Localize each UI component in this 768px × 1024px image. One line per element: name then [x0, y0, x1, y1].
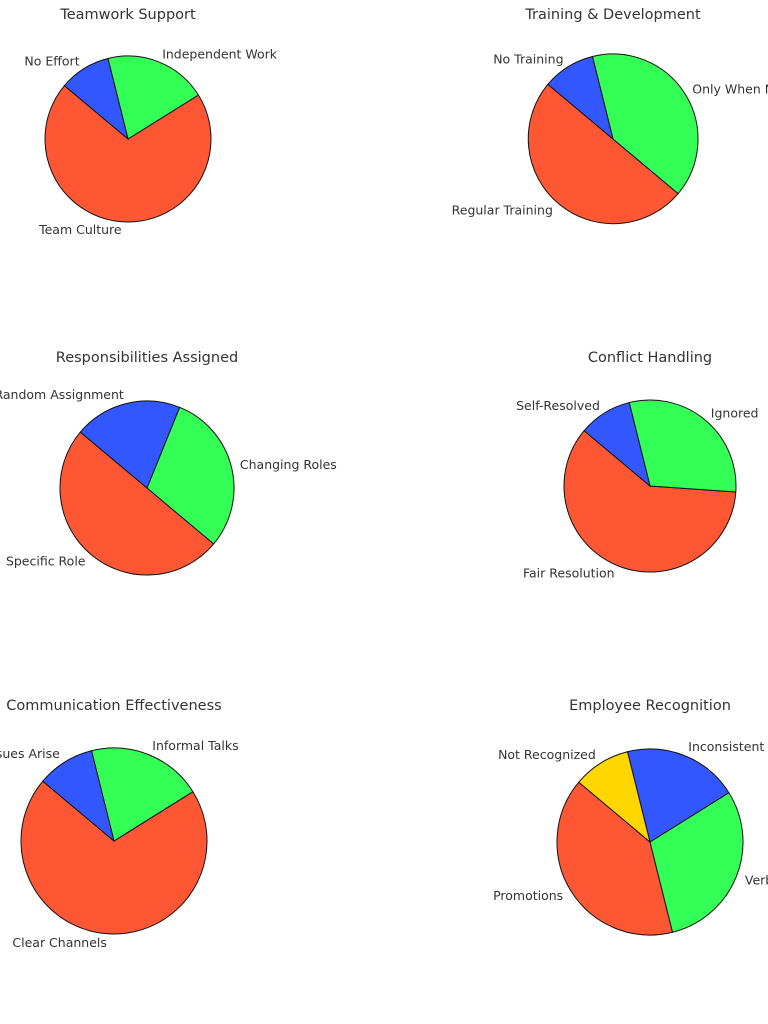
slice-label: Verbal Praise [745, 872, 768, 887]
pie-slice [547, 55, 614, 141]
chart-title: Conflict Handling [588, 350, 712, 366]
pie-slice [59, 431, 215, 576]
slice-label: No Effort [24, 54, 79, 69]
pie-slice [79, 400, 181, 489]
slice-label: Inconsistent [688, 739, 764, 754]
slice-label: Ignored [711, 406, 759, 421]
pie-chart: Communication Effectiveness Clear Channel… [0, 698, 239, 950]
pie-slice [626, 748, 730, 843]
slice-label: Specific Role [6, 553, 86, 568]
pie-slice [20, 780, 208, 935]
pie-slice [563, 430, 737, 573]
chart-title: Teamwork Support [59, 7, 196, 23]
slice-label: No Training [493, 52, 563, 67]
slice-label: Changing Roles [240, 457, 337, 472]
slice-label: Clear Channels [12, 935, 107, 950]
pie-slice [591, 53, 699, 195]
pie-slice [556, 781, 674, 936]
pie-slice [628, 399, 737, 493]
chart-title: Responsibilities Assigned [56, 350, 238, 366]
pie-slice [527, 83, 679, 225]
chart-title: Communication Effectiveness [6, 698, 221, 714]
slice-label: Not Recognized [498, 747, 596, 762]
slice-label: Self-Resolved [516, 398, 600, 413]
chart-title: Employee Recognition [569, 698, 731, 714]
slice-label: Informal Talks [152, 738, 238, 753]
slice-label: Random Assignment [0, 387, 124, 402]
pie-slice [146, 406, 235, 545]
slice-label: Only When Needed [692, 82, 768, 97]
slice-label: Promotions [493, 888, 563, 903]
pie-chart: Employee Recognition Promotions Verbal Pra… [493, 698, 768, 936]
pie-slice [63, 57, 129, 141]
slice-label: Team Culture [38, 222, 122, 237]
slice-label: Independent Work [162, 46, 278, 61]
slice-label: Regular Training [452, 203, 553, 218]
pie-slice [44, 84, 212, 223]
pie-slice [90, 747, 194, 842]
pie-slice [107, 55, 200, 140]
pie-slice [583, 401, 651, 488]
slice-label: Fair Resolution [523, 566, 615, 581]
pie-chart: Conflict Handling Fair Resolution Ignored S… [516, 350, 758, 581]
chart-title: Training & Development [524, 7, 701, 23]
slice-label: Only When Issues Arise [0, 746, 60, 761]
pie-slice [578, 751, 651, 844]
pie-chart: Teamwork Support Team Culture Independent … [24, 7, 277, 237]
pie-chart: Training & Development Regular Training On… [452, 7, 768, 225]
pie-chart: Responsibilities Assigned Specific Role Ch… [0, 350, 337, 576]
pie-slice [42, 750, 115, 843]
